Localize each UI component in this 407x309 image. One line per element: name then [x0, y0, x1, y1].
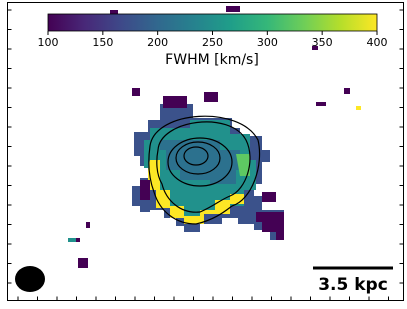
colorbar-ticks: 100 150 200 250 300 350 400: [38, 31, 388, 49]
contours: [148, 115, 261, 225]
frame-ticks: [7, 9, 404, 301]
colorbar-tick-label: 200: [147, 36, 168, 49]
colorbar-tick-label: 400: [367, 36, 388, 49]
colorbar-tick-label: 100: [38, 36, 59, 49]
colorbar-tick-label: 300: [257, 36, 278, 49]
beam: [15, 266, 45, 292]
plot-frame: [7, 2, 404, 301]
colorbar-tick-label: 150: [92, 36, 113, 49]
scale-bar-label: 3.5 kpc: [318, 275, 388, 295]
colorbar-tick-label: 250: [202, 36, 223, 49]
colorbar: [47, 13, 378, 32]
colorbar-tick-label: 350: [312, 36, 333, 49]
colorbar-label: FWHM [km/s]: [165, 52, 259, 68]
